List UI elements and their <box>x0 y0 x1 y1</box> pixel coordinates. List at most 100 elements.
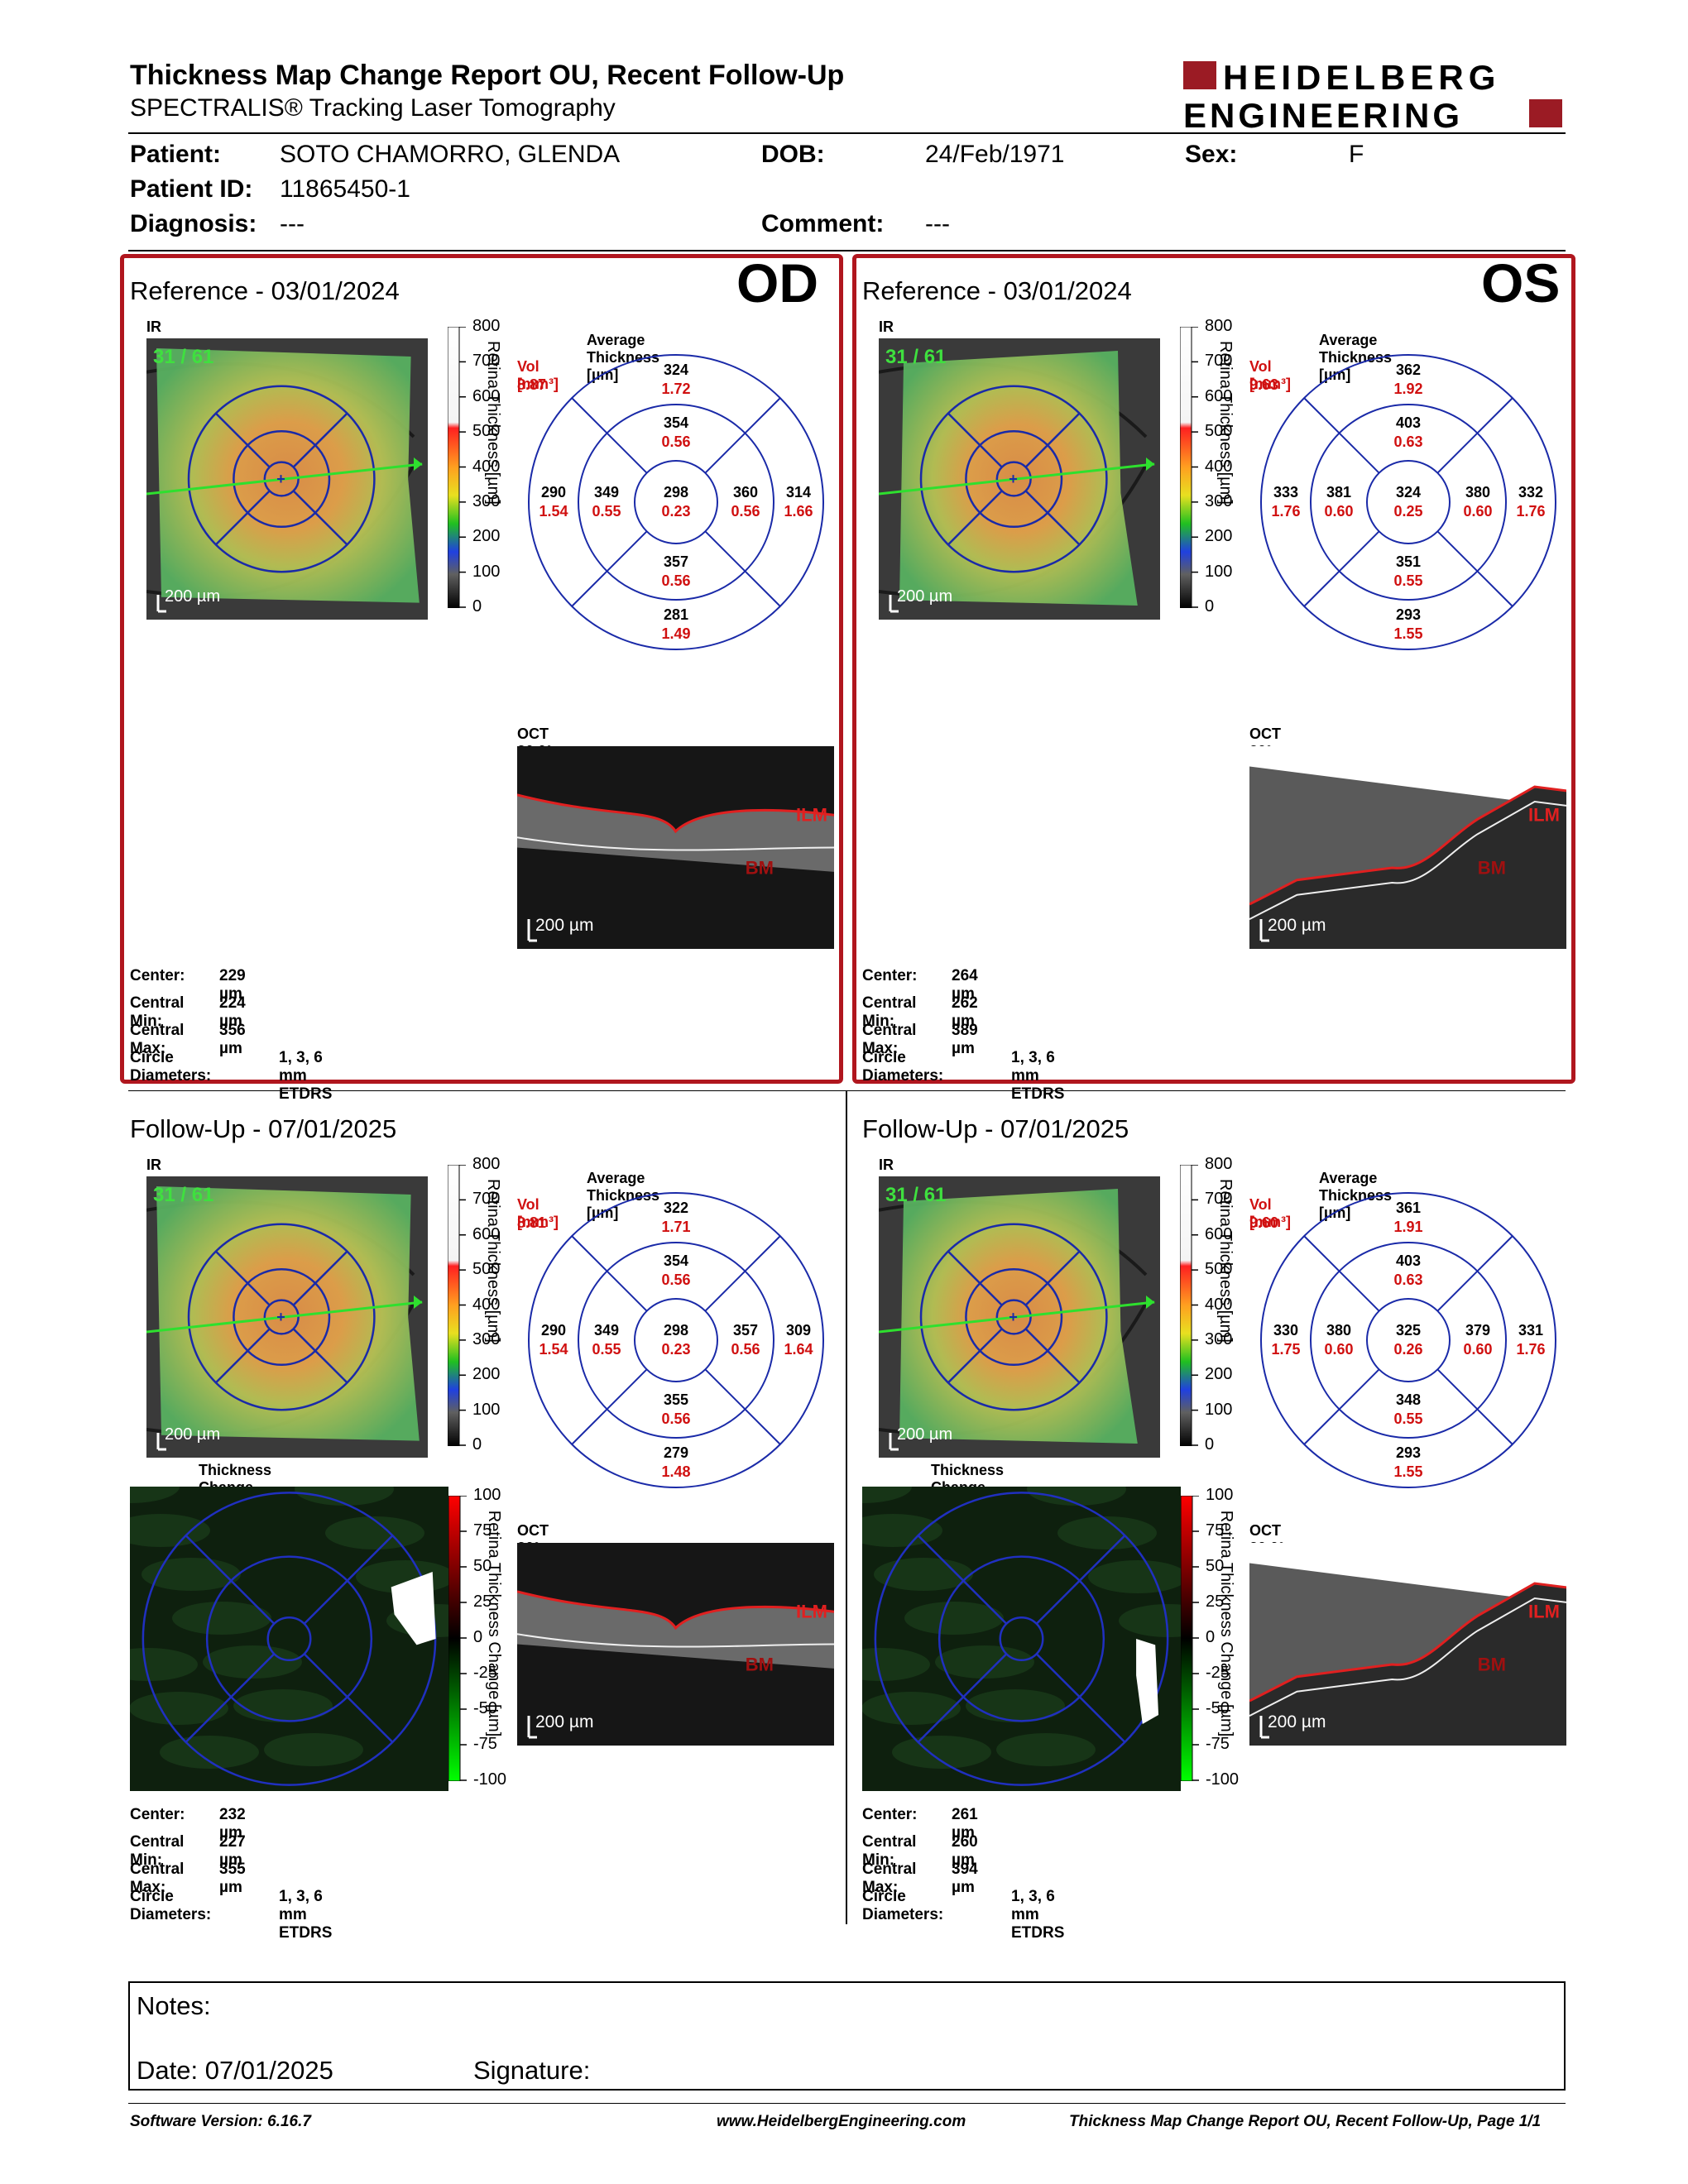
oct-scale-label: 200 µm <box>1268 1712 1326 1731</box>
colorbar-tick: 100 <box>473 1486 501 1504</box>
etdrs-inf_o-volume: 1.49 <box>661 625 691 642</box>
fundus-thickness-map: +31 / 61 200 µm <box>879 338 1160 620</box>
sex-value: F <box>1349 141 1364 168</box>
section-rule <box>128 1090 1566 1091</box>
etdrs-inf_i-thickness: 357 <box>663 553 689 570</box>
etdrs-tem_o-volume: 1.54 <box>539 1341 568 1358</box>
etdrs-inf_o-volume: 1.48 <box>661 1463 691 1480</box>
etdrs-sup_i-thickness: 403 <box>1395 1252 1422 1269</box>
svg-text:+: + <box>1009 1309 1018 1325</box>
comment-value: --- <box>925 210 950 237</box>
vol-label: Vol [mm³] <box>517 358 559 392</box>
colorbar-tick: 100 <box>1205 562 1233 581</box>
fundus-thickness-map: +31 / 61 200 µm <box>146 1176 428 1458</box>
oct-bscan: ILM BM 200 µm <box>1249 1543 1566 1746</box>
colorbar-tick: 400 <box>472 457 501 476</box>
colorbar-tick: 600 <box>472 1224 501 1243</box>
colorbar-tick: 200 <box>1205 1365 1233 1384</box>
thickness-colorbar <box>1180 327 1198 608</box>
etdrs-nas_o-volume: 1.76 <box>1516 503 1546 520</box>
center-label: Center: <box>130 967 185 984</box>
ilm-label: ILM <box>796 1602 827 1622</box>
etdrs-sup_i-thickness: 354 <box>663 1252 689 1269</box>
colorbar-tick: 500 <box>472 1260 501 1279</box>
colorbar-tick: 700 <box>472 1190 501 1209</box>
etdrs-inf_i-volume: 0.55 <box>1393 1410 1423 1427</box>
vol-value: 9.63 <box>1249 376 1279 393</box>
colorbar-axis-label: Retina Thickness Change [µm] <box>485 1510 503 1736</box>
colorbar-axis-label: Retina Thickness [µm] <box>484 341 502 505</box>
etdrs-sup_o-volume: 1.72 <box>661 381 691 397</box>
ilm-label: ILM <box>796 805 827 826</box>
etdrs-nas_i-thickness: 357 <box>732 1322 759 1339</box>
etdrs-cen-volume: 0.23 <box>661 1341 691 1358</box>
central-max-value: 394 µm <box>952 1861 978 1896</box>
circle-diameters-value: 1, 3, 6 mm ETDRS <box>1011 1049 1065 1103</box>
colorbar-axis-label: Retina Thickness [µm] <box>1216 341 1235 505</box>
thickness-change-map <box>130 1487 448 1791</box>
svg-text:+: + <box>276 471 285 487</box>
colorbar-tick: 300 <box>1205 491 1233 510</box>
central-min-value: 260 µm <box>952 1833 978 1869</box>
circle-diameters-value: 1, 3, 6 mm ETDRS <box>279 1888 333 1942</box>
colorbar-tick: 100 <box>472 562 501 581</box>
circle-diameters-label: Circle Diameters: <box>130 1049 212 1085</box>
dob-value: 24/Feb/1971 <box>925 141 1065 168</box>
diagnosis-label: Diagnosis: <box>130 210 257 237</box>
etdrs-grid <box>1260 1192 1556 1488</box>
colorbar-tick: 200 <box>1205 527 1233 546</box>
colorbar-tick: 800 <box>472 1155 501 1173</box>
scale-bar-label: 200 µm <box>165 1425 220 1444</box>
etdrs-inf_o-volume: 1.55 <box>1393 1463 1423 1480</box>
etdrs-nas_o-thickness: 309 <box>785 1322 812 1339</box>
circle-diameters-value: 1, 3, 6 mm ETDRS <box>279 1049 333 1103</box>
logo-line2: ENGINEERING <box>1183 96 1463 132</box>
bm-label: BM <box>746 857 774 878</box>
footer-rule <box>128 2103 1566 2104</box>
etdrs-nas_o-volume: 1.66 <box>784 503 813 520</box>
colorbar-tick: 100 <box>1206 1486 1234 1504</box>
colorbar-tick: 0 <box>1206 1628 1216 1646</box>
ilm-label: ILM <box>1528 1602 1560 1622</box>
dob-label: DOB: <box>761 141 825 168</box>
header-rule <box>128 132 1566 134</box>
etdrs-cen-thickness: 298 <box>663 484 689 500</box>
colorbar-tick: 400 <box>1205 1295 1233 1314</box>
colorbar-tick: -50 <box>473 1699 497 1717</box>
central-min-value: 224 µm <box>219 994 246 1030</box>
etdrs-sup_o-volume: 1.91 <box>1393 1219 1423 1235</box>
central-max-value: 355 µm <box>219 1861 246 1896</box>
patient-rule <box>128 250 1566 251</box>
thickness-colorbar <box>448 1165 466 1446</box>
bm-label: BM <box>1478 857 1506 878</box>
report-title: Thickness Map Change Report OU, Recent F… <box>130 60 845 91</box>
oct-bscan: ILM BM 200 µm <box>517 746 834 949</box>
vol-label: Vol [mm³] <box>517 1196 559 1230</box>
change-colorbar <box>448 1496 467 1781</box>
fundus-thickness-map: +31 / 61 200 µm <box>146 338 428 620</box>
central-min-value: 227 µm <box>219 1833 246 1869</box>
etdrs-sup_o-volume: 1.92 <box>1393 381 1423 397</box>
quality-label: 31 / 61 <box>153 346 213 368</box>
colorbar-axis-label: Retina Thickness Change [µm] <box>1217 1510 1235 1736</box>
colorbar-tick: -100 <box>473 1770 507 1789</box>
center-divider <box>846 1090 847 1924</box>
logo-line1: HEIDELBERG <box>1223 58 1500 97</box>
center-label: Center: <box>130 1806 185 1823</box>
oct-bscan: ILM BM 200 µm <box>517 1543 834 1746</box>
os-eye-label: OS <box>1481 252 1561 314</box>
etdrs-cen-volume: 0.25 <box>1393 503 1423 520</box>
etdrs-tem_i-thickness: 380 <box>1326 1322 1352 1339</box>
colorbar-tick: 200 <box>472 1365 501 1384</box>
etdrs-sup_o-volume: 1.71 <box>661 1219 691 1235</box>
oct-scale-label: 200 µm <box>1268 916 1326 935</box>
center-label: Center: <box>862 967 918 984</box>
colorbar-tick: 500 <box>472 422 501 441</box>
quality-label: 31 / 61 <box>885 1184 946 1206</box>
quality-label: 31 / 61 <box>885 346 946 368</box>
etdrs-tem_i-thickness: 349 <box>593 484 620 500</box>
etdrs-cen-thickness: 298 <box>663 1322 689 1339</box>
colorbar-tick: 300 <box>472 1329 501 1348</box>
comment-label: Comment: <box>761 210 885 237</box>
colorbar-tick: 600 <box>472 386 501 405</box>
